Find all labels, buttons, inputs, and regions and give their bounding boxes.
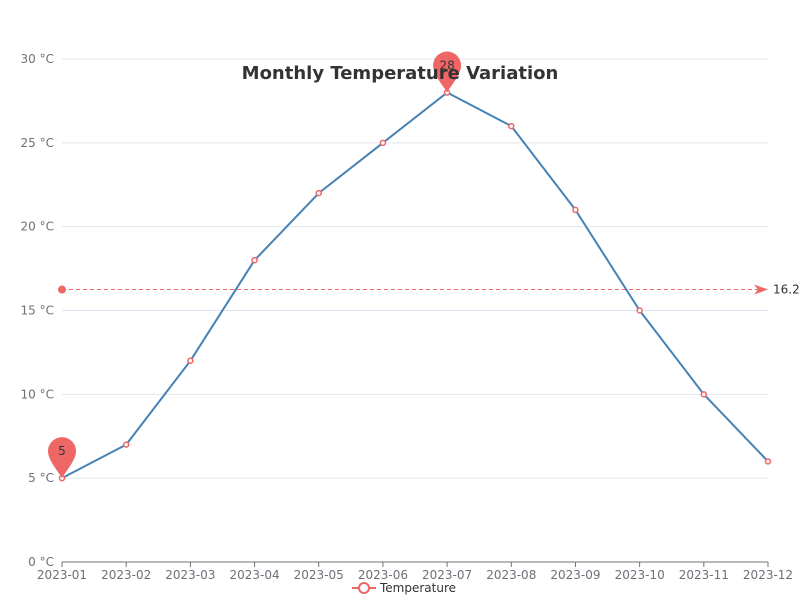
x-tick-label: 2023-11	[679, 568, 729, 582]
mark-point-max: 28	[433, 51, 462, 93]
x-tick-label: 2023-02	[101, 568, 151, 582]
mark-point-min: 5	[48, 437, 76, 479]
x-tick-label: 2023-10	[615, 568, 665, 582]
x-tick-label: 2023-05	[294, 568, 344, 582]
chart-title: Monthly Temperature Variation	[242, 63, 559, 84]
x-tick-label: 2023-06	[358, 568, 408, 582]
y-tick-label: 0 °C	[28, 555, 54, 569]
legend-label-temperature[interactable]: Temperature	[379, 581, 456, 595]
y-tick-label: 20 °C	[21, 220, 54, 234]
data-point[interactable]	[636, 307, 643, 314]
axes: 0 °C 5 °C 10 °C 15 °C 20 °C 25 °C 30 °C 2023-01…	[21, 52, 794, 582]
legend[interactable]: Temperature	[352, 581, 456, 595]
mark-point-label: 5	[58, 444, 66, 458]
x-tick-label: 2023-03	[165, 568, 215, 582]
mark-points: 5 28	[48, 51, 462, 479]
data-point[interactable]	[572, 206, 579, 214]
x-tick-label: 2023-07	[422, 568, 472, 582]
y-tick-label: 30 °C	[21, 52, 54, 66]
data-point[interactable]	[764, 458, 772, 465]
series-line-temperature	[61, 91, 769, 480]
y-tick-label: 5 °C	[28, 471, 54, 485]
x-tick-label: 2023-01	[37, 568, 87, 582]
data-point[interactable]	[379, 139, 387, 147]
y-tick-label: 25 °C	[21, 136, 54, 150]
x-tick-label: 2023-04	[229, 568, 279, 582]
data-point[interactable]	[508, 122, 515, 130]
data-point[interactable]	[187, 357, 194, 365]
x-tick-label: 2023-08	[486, 568, 536, 582]
mark-point-pin	[48, 437, 76, 479]
x-tick-label: 2023-12	[743, 568, 793, 582]
mark-point-label: 28	[439, 59, 454, 73]
y-tick-label: 10 °C	[21, 387, 54, 401]
average-mark-line: 16.25	[58, 283, 800, 297]
data-point[interactable]	[315, 189, 322, 197]
legend-marker-icon	[358, 582, 370, 594]
average-line-arrow	[754, 284, 768, 295]
y-tick-label: 15 °C	[21, 304, 54, 318]
average-line-start-dot	[58, 285, 66, 294]
average-line-label: 16.25	[773, 283, 800, 297]
grid-lines	[62, 58, 768, 479]
data-point[interactable]	[700, 391, 708, 398]
x-tick-label: 2023-09	[550, 568, 600, 582]
mark-point-pin	[433, 51, 462, 93]
series-temperature	[58, 89, 772, 482]
data-point[interactable]	[251, 256, 258, 264]
data-point[interactable]	[122, 441, 130, 448]
